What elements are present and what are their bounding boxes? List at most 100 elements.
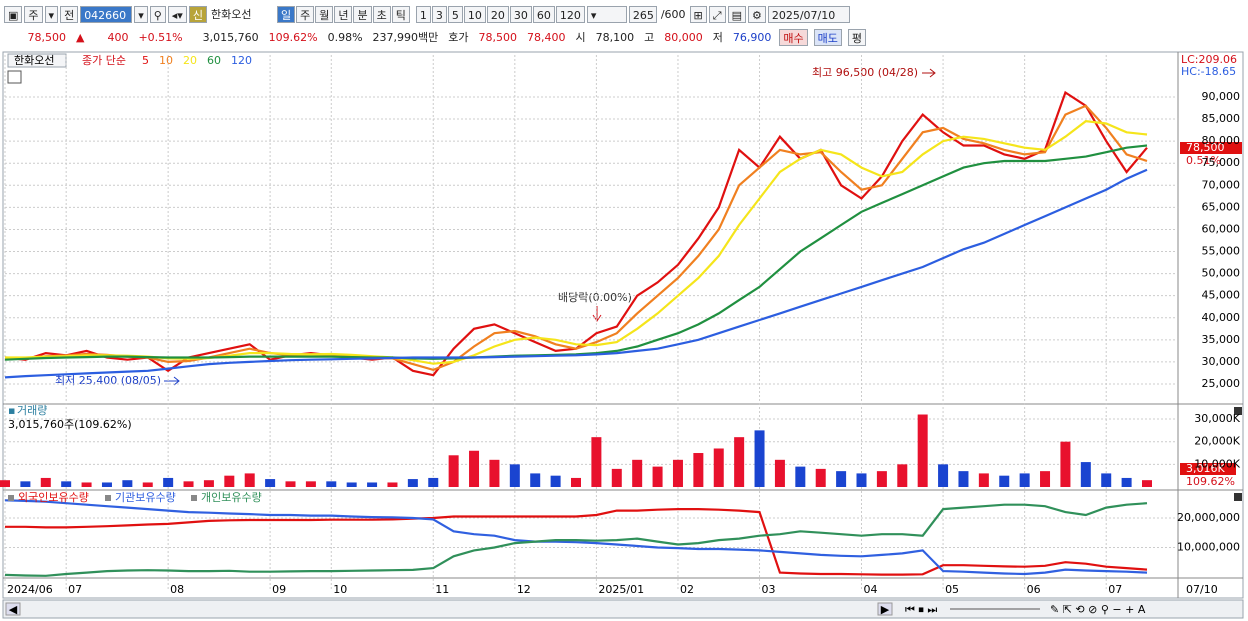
interval-button[interactable]: 30	[509, 6, 532, 23]
annotation: 최저 25,400 (08/05)	[55, 374, 161, 387]
legend-entry: 60	[207, 54, 221, 67]
volume-bar	[591, 437, 602, 487]
volume-bar	[244, 473, 255, 487]
high-label: 고	[644, 31, 655, 44]
panel-close[interactable]	[1234, 493, 1242, 501]
period-button[interactable]: 일	[276, 6, 296, 23]
scrollbar	[2, 599, 1244, 619]
y-tick-label: 30,000	[1202, 355, 1241, 368]
volume-bar	[448, 455, 459, 487]
interval-button[interactable]: 5	[447, 6, 463, 23]
prev-button[interactable]: 전	[60, 6, 79, 23]
panel-close[interactable]	[1234, 407, 1242, 415]
dropdown[interactable]: ▾	[44, 6, 59, 23]
period-button[interactable]: 초	[372, 6, 391, 23]
volume-bar	[101, 482, 112, 487]
y-tick-label: 85,000	[1202, 112, 1241, 125]
volume-bar	[917, 414, 928, 487]
volume-bar	[856, 473, 867, 487]
settings-button[interactable]: ⚙	[747, 6, 766, 23]
turnover: 0.98%	[327, 31, 363, 44]
table-icon[interactable]	[7, 70, 22, 84]
period-button[interactable]: 주	[296, 6, 315, 23]
x-tick-label: 03	[762, 583, 776, 596]
nav-icons[interactable]: ⏮ ⏹ ⏭	[905, 603, 937, 616]
change-pct: +0.51%	[138, 31, 183, 44]
sound-button[interactable]: ◂▾	[167, 6, 187, 23]
volume-bar	[1019, 473, 1030, 487]
scroll-right-icon: ▶	[881, 603, 890, 616]
volume-bar	[40, 477, 51, 487]
legend-entry: 10	[159, 54, 173, 67]
x-tick-label: 11	[435, 583, 449, 596]
volume-bar	[1060, 441, 1071, 487]
search-button[interactable]: ⚲	[149, 6, 166, 23]
annotation-arrow	[164, 376, 180, 386]
amount: 237,990백만	[372, 31, 439, 44]
x-tick-label: 2025/01	[598, 583, 644, 596]
y-tick-label: 90,000	[1202, 90, 1241, 103]
interval-button[interactable]: 120	[555, 6, 585, 23]
volume-bar	[754, 430, 765, 487]
open: 78,100	[595, 31, 635, 44]
volume-bar	[326, 481, 337, 487]
high: 80,000	[664, 31, 703, 44]
volume-bar	[387, 482, 398, 487]
volume-bar	[61, 481, 72, 487]
period-button[interactable]: 틱	[391, 6, 410, 23]
tool-icons[interactable]: ✎ ⇱ ⟲ ⊘ ⚲ − + A	[1050, 603, 1146, 616]
volume-bar	[958, 471, 969, 487]
period-button[interactable]: 년	[334, 6, 353, 23]
dropdown[interactable]: ▾	[134, 6, 148, 23]
date-input[interactable]: 2025/07/10	[767, 6, 850, 23]
y-tick-label: 25,000	[1202, 377, 1241, 390]
avg-button[interactable]: 평	[847, 29, 867, 46]
interval-button[interactable]: 3	[431, 6, 447, 23]
legend-swatch	[105, 495, 111, 501]
y-tick-label: 10,000,000	[1177, 540, 1240, 553]
x-tick-label: 07	[68, 583, 82, 596]
sell-button[interactable]: 매도	[813, 29, 842, 46]
volume-bar	[999, 475, 1010, 487]
scroll-right[interactable]	[877, 602, 893, 616]
interval-group: 1 3 5 10 20 30 60 120	[415, 6, 585, 23]
series-line	[4, 168, 1148, 379]
volume-bar	[1142, 480, 1152, 487]
price-flag-text: 78,500	[1186, 141, 1225, 154]
ask: 78,500	[478, 31, 518, 44]
volume-bar	[693, 453, 704, 487]
interval-button[interactable]: 20	[486, 6, 509, 23]
price-flag	[1180, 142, 1242, 154]
annotation: 최고 96,500 (04/28)	[812, 66, 918, 79]
period-button[interactable]: 월	[315, 6, 334, 23]
buy-button[interactable]: 매수	[779, 29, 808, 46]
interval-button[interactable]: 60	[532, 6, 555, 23]
save-button[interactable]: ▤	[727, 6, 746, 23]
interval-button[interactable]: 10	[463, 6, 486, 23]
volume-bar	[611, 468, 622, 487]
interval-button[interactable]: 1	[415, 6, 431, 23]
code-input[interactable]: 042660	[80, 6, 133, 23]
volume-bar	[1121, 477, 1132, 487]
open-label: 시	[575, 31, 586, 44]
volume-bar	[142, 482, 153, 487]
count-input[interactable]: 265	[628, 6, 657, 23]
tool-button[interactable]: ⊞	[689, 6, 707, 23]
period-button[interactable]: 분	[353, 6, 372, 23]
tool-button[interactable]: ⤢	[708, 6, 726, 23]
volume-bar	[509, 464, 520, 487]
volume-bar	[1101, 473, 1112, 487]
interval-input[interactable]: ▾	[586, 6, 627, 23]
x-tick-label: 10	[333, 583, 347, 596]
x-tick-label: 07	[1108, 583, 1122, 596]
volume-bar	[489, 459, 500, 487]
scroll-left[interactable]	[5, 602, 21, 616]
volume-bar	[978, 473, 989, 487]
market-select[interactable]: 주	[24, 6, 43, 23]
series-line	[4, 499, 1148, 576]
legend-entry: 120	[231, 54, 252, 67]
x-tick-label: 09	[272, 583, 286, 596]
menu-button[interactable]: ▣	[4, 6, 23, 23]
